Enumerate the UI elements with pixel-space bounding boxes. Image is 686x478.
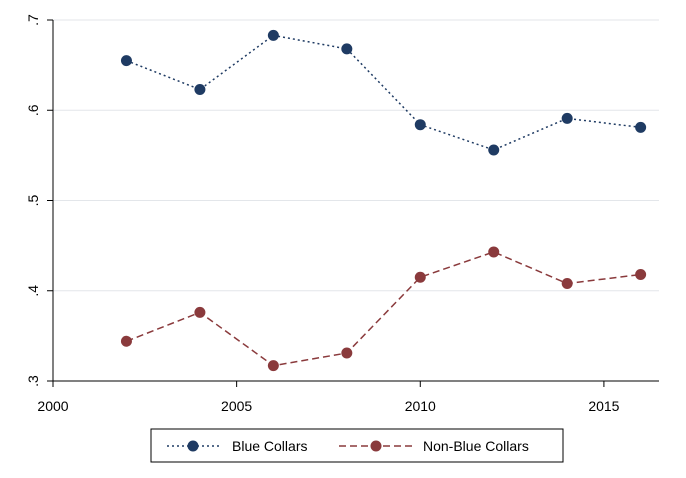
data-point-blue-collars — [561, 112, 573, 124]
y-tick-label: .3 — [25, 375, 41, 387]
data-point-non-blue-collars — [414, 271, 426, 283]
y-tick-label: .7 — [25, 14, 41, 26]
legend-label-non-blue-collars: Non-Blue Collars — [423, 438, 529, 454]
y-tick-label: .5 — [25, 194, 41, 206]
data-point-blue-collars — [635, 121, 647, 133]
data-point-non-blue-collars — [561, 278, 573, 290]
series-line-non-blue-collars — [126, 251, 641, 367]
data-point-non-blue-collars — [120, 335, 132, 347]
data-point-non-blue-collars — [341, 347, 353, 359]
y-tick-label: .6 — [25, 104, 41, 116]
data-point-non-blue-collars — [267, 360, 279, 372]
series — [120, 29, 647, 372]
legend: Blue Collars Non-Blue Collars — [150, 428, 564, 463]
series-non-blue-collars — [120, 246, 647, 372]
legend-marker-blue-collars — [187, 440, 199, 452]
x-tick-label: 2010 — [405, 398, 436, 414]
data-point-non-blue-collars — [488, 246, 500, 258]
data-point-blue-collars — [414, 119, 426, 131]
legend-item-blue-collars: Blue Collars — [167, 438, 307, 454]
axis-ticks: .3 .4 .5 .6 .7 2000 2005 2010 2015 — [25, 14, 620, 414]
data-point-blue-collars — [488, 144, 500, 156]
x-tick-label: 2000 — [37, 398, 68, 414]
data-point-blue-collars — [267, 29, 279, 41]
gridlines — [53, 19, 659, 382]
x-tick-label: 2005 — [221, 398, 252, 414]
data-point-blue-collars — [341, 43, 353, 55]
data-point-blue-collars — [194, 83, 206, 95]
data-point-non-blue-collars — [635, 269, 647, 281]
legend-label-blue-collars: Blue Collars — [232, 438, 307, 454]
legend-item-non-blue-collars: Non-Blue Collars — [339, 438, 529, 454]
y-tick-label: .4 — [25, 285, 41, 297]
data-point-non-blue-collars — [194, 306, 206, 318]
legend-marker-non-blue-collars — [370, 440, 382, 452]
x-tick-label: 2015 — [588, 398, 619, 414]
series-blue-collars — [120, 29, 647, 156]
data-point-blue-collars — [120, 55, 132, 67]
